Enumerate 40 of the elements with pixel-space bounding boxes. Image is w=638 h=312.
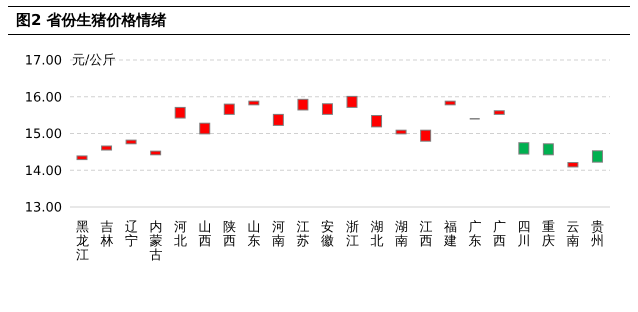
x-tick-label: 重庆 (542, 220, 556, 249)
candlestick (297, 98, 308, 110)
x-tick-label: 陕西 (223, 220, 236, 249)
y-tick-label: 14.00 (24, 164, 62, 179)
x-tick-label: 福建 (442, 220, 457, 249)
x-tick-label: 河南 (272, 220, 286, 249)
x-tick-label: 江西 (419, 220, 432, 249)
candlestick (592, 150, 603, 163)
candlestick (346, 96, 358, 108)
x-tick-label: 山东 (248, 220, 261, 249)
candlestick (224, 104, 235, 115)
candlestick (371, 114, 382, 128)
x-tick-label: 湖南 (394, 220, 408, 249)
x-tick-label: 广西 (493, 220, 506, 249)
y-tick-label: 16.00 (24, 90, 62, 106)
candlestick (272, 114, 284, 126)
x-tick-label: 山西 (198, 220, 212, 249)
x-tick-label: 吉林 (99, 220, 114, 249)
candlestick (518, 142, 530, 155)
candlestick (542, 143, 554, 156)
x-tick-label: 安徽 (321, 219, 334, 249)
x-tick-label: 四川 (518, 220, 531, 249)
chart-title: 图2 省份生猪价格情绪 (8, 6, 630, 35)
candlestick (322, 103, 333, 115)
x-tick-label: 浙江 (346, 220, 359, 249)
x-tick-label: 黑龙江 (76, 220, 89, 263)
x-tick-label: 广东 (468, 220, 482, 249)
x-tick-label: 内蒙古 (149, 220, 162, 263)
y-tick-label: 13.00 (24, 200, 62, 216)
x-tick-label: 河北 (174, 220, 187, 249)
x-tick-label: 湖北 (370, 220, 384, 249)
x-tick-label: 云南 (566, 220, 580, 249)
x-tick-label: 辽宁 (124, 220, 138, 249)
x-tick-label: 贵州 (591, 220, 604, 249)
candlestick (420, 130, 432, 142)
y-tick-label: 17.00 (24, 54, 62, 69)
candlestick (174, 106, 186, 119)
y-tick-label: 15.00 (24, 127, 62, 142)
candlestick (199, 122, 210, 134)
x-tick-label: 江苏 (296, 220, 310, 249)
